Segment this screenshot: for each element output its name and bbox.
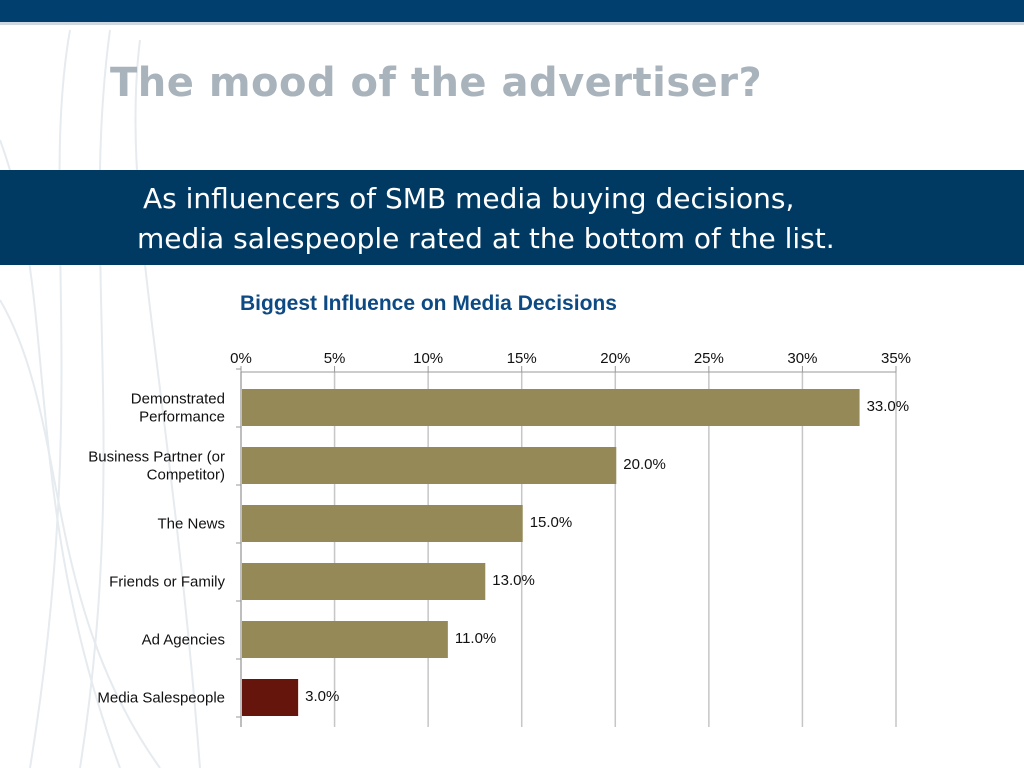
- category-label: Performance: [139, 409, 225, 426]
- bar: [242, 621, 448, 658]
- category-label: The News: [157, 516, 225, 533]
- category-label: Ad Agencies: [142, 632, 225, 649]
- category-label: Friends or Family: [109, 574, 225, 591]
- x-tick-label: 15%: [507, 350, 537, 367]
- bar: [242, 679, 299, 716]
- category-label: Business Partner (or: [88, 449, 225, 466]
- bar: [242, 563, 486, 600]
- top-accent-bar: [0, 0, 1024, 25]
- chart-title: Biggest Influence on Media Decisions: [240, 292, 617, 315]
- bar: [242, 505, 523, 542]
- x-tick-label: 35%: [881, 350, 911, 367]
- x-tick-label: 30%: [787, 350, 817, 367]
- data-label: 33.0%: [867, 398, 910, 415]
- category-label: Media Salespeople: [97, 690, 225, 707]
- headline-banner: As influencers of SMB media buying decis…: [0, 170, 1024, 265]
- slide-title: The mood of the advertiser?: [110, 60, 763, 106]
- banner-text-line-1: As influencers of SMB media buying decis…: [143, 182, 795, 215]
- bar: [242, 447, 617, 484]
- x-tick-label: 20%: [600, 350, 630, 367]
- x-tick-label: 5%: [324, 350, 346, 367]
- data-label: 15.0%: [530, 514, 573, 531]
- data-label: 13.0%: [492, 572, 535, 589]
- data-label: 11.0%: [455, 630, 496, 647]
- category-label: Demonstrated: [131, 391, 225, 408]
- bar: [242, 389, 860, 426]
- category-label: Competitor): [147, 467, 225, 484]
- data-label: 20.0%: [623, 456, 666, 473]
- data-label: 3.0%: [305, 688, 339, 705]
- x-tick-label: 0%: [230, 350, 252, 367]
- banner-text-line-2: media salespeople rated at the bottom of…: [137, 222, 835, 255]
- x-tick-label: 25%: [694, 350, 724, 367]
- x-tick-label: 10%: [413, 350, 443, 367]
